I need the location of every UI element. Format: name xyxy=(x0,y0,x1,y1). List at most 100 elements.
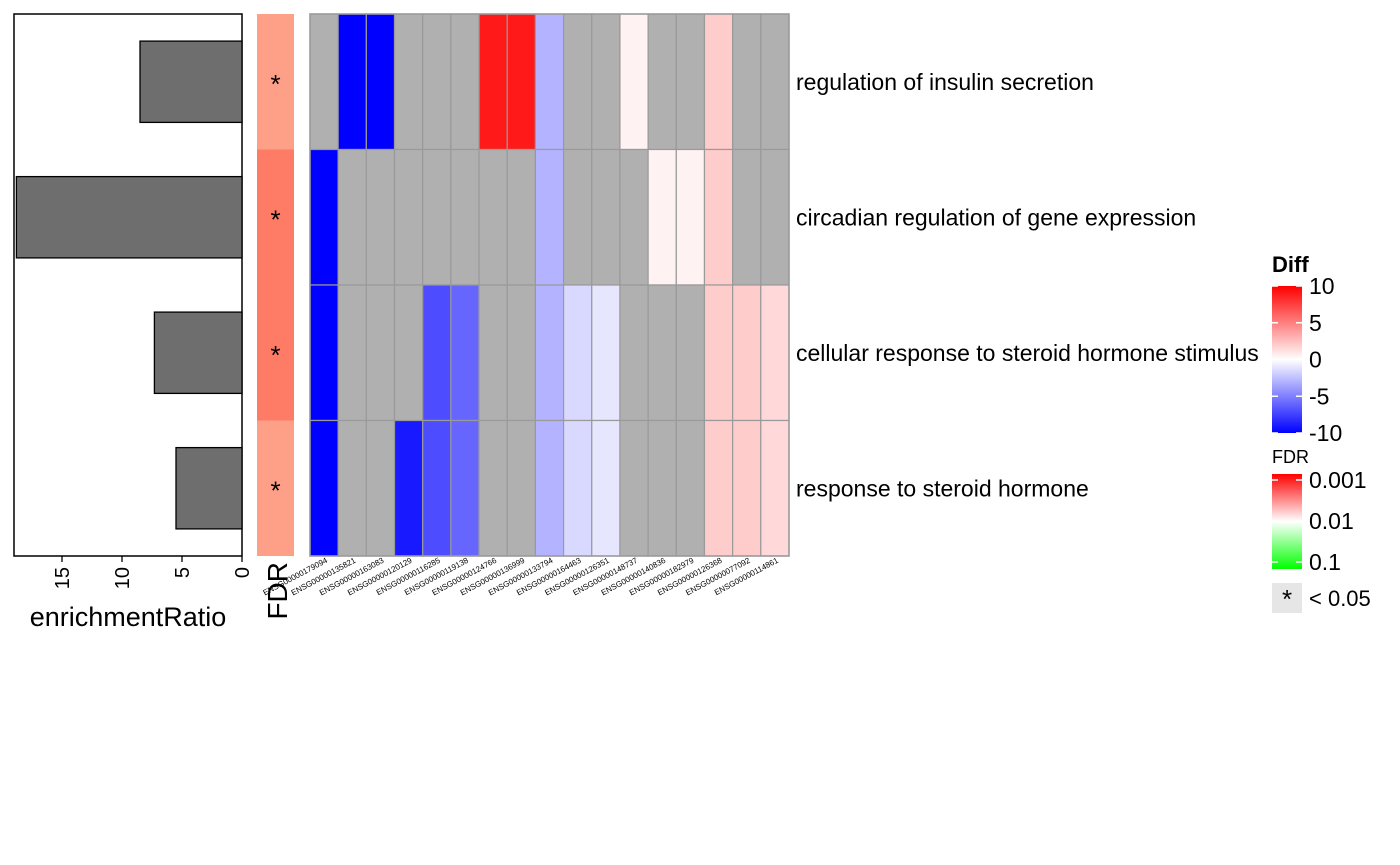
heatmap-cell xyxy=(534,148,565,286)
heatmap-cell xyxy=(365,284,396,422)
heatmap-cell xyxy=(619,13,649,151)
heatmap-cell xyxy=(422,148,452,286)
fdr-cell xyxy=(257,149,294,285)
heatmap-cell xyxy=(478,419,508,557)
heatmap-cell xyxy=(760,13,790,151)
heatmap-cells xyxy=(309,13,790,557)
fdr-legend-ticks: 0.001 0.01 0.1 xyxy=(1272,467,1367,575)
enrichment-x-tick-label: 5 xyxy=(172,567,194,578)
heatmap-cell xyxy=(534,284,565,422)
fdr-tick-label: 0.01 xyxy=(1309,508,1354,534)
fdr-legend-title: FDR xyxy=(1272,447,1309,467)
fdr-cells: * * * * xyxy=(257,14,294,556)
heatmap-cell xyxy=(619,284,649,422)
heatmap-cell xyxy=(450,284,480,422)
heatmap-cell xyxy=(675,284,706,422)
heatmap-cell xyxy=(309,13,339,151)
heatmap-cell xyxy=(506,148,537,286)
enrichment-bars xyxy=(15,40,243,530)
enrichment-axis-label: enrichmentRatio xyxy=(30,602,227,632)
gene-column-labels: ENSG00000179094ENSG00000135821ENSG000001… xyxy=(262,556,781,598)
heatmap-cell xyxy=(732,148,762,286)
heatmap-cell xyxy=(619,419,649,557)
heatmap-cell xyxy=(450,419,480,557)
diff-tick-label: 5 xyxy=(1309,310,1322,336)
enrichment-bar xyxy=(139,40,243,124)
heatmap-cell xyxy=(675,13,706,151)
heatmap-cell xyxy=(450,148,480,286)
heatmap-cell xyxy=(703,284,734,422)
heatmap-cell xyxy=(393,148,424,286)
heatmap-cell xyxy=(309,284,339,422)
heatmap-cell xyxy=(422,13,452,151)
heatmap-cell xyxy=(337,419,367,557)
heatmap-cell xyxy=(647,419,677,557)
fdr-tick-label: 0.001 xyxy=(1309,467,1367,493)
significance-legend: * < 0.05 xyxy=(1272,583,1371,614)
heatmap-cell xyxy=(591,284,621,422)
heatmap-cell xyxy=(506,13,537,151)
heatmap-cell xyxy=(393,13,424,151)
enrichment-x-tick-label: 10 xyxy=(112,567,134,589)
heatmap-cell xyxy=(422,419,452,557)
heatmap-cell xyxy=(562,148,593,286)
heatmap-cell xyxy=(732,419,762,557)
heatmap-frame xyxy=(309,13,790,557)
heatmap-cell xyxy=(760,148,790,286)
fdr-cell xyxy=(257,285,294,421)
enrichment-x-ticks: 0 5 10 15 xyxy=(52,556,254,589)
fdr-strip-label: FDR xyxy=(262,562,293,620)
significance-key-symbol: * xyxy=(1282,584,1292,614)
heatmap-cell xyxy=(703,148,734,286)
heatmap-cell xyxy=(675,419,706,557)
heatmap-cell xyxy=(647,284,677,422)
diff-legend: Diff 10 5 0 -5 -10 xyxy=(1272,252,1342,446)
enrichment-bar-panel: 0 5 10 15 enrichmentRatio xyxy=(13,13,254,632)
heatmap-cell xyxy=(478,284,508,422)
heatmap-cell xyxy=(534,13,565,151)
heatmap-cell xyxy=(675,148,706,286)
heatmap-cell xyxy=(506,419,537,557)
term-label: regulation of insulin secretion xyxy=(796,69,1094,95)
enrichment-x-tick-label: 15 xyxy=(52,567,74,589)
heatmap-cell xyxy=(760,284,790,422)
heatmap-cell xyxy=(732,284,762,422)
enrichment-bar xyxy=(15,175,243,259)
fdr-cell xyxy=(257,420,294,556)
heatmap-cell xyxy=(619,148,649,286)
term-label: response to steroid hormone xyxy=(796,475,1089,501)
heatmap-cell xyxy=(337,148,367,286)
significance-key-label: < 0.05 xyxy=(1309,586,1371,611)
heatmap-cell xyxy=(562,13,593,151)
heatmap-cell xyxy=(478,148,508,286)
heatmap-cell xyxy=(337,284,367,422)
heatmap-cell xyxy=(309,148,339,286)
term-row-labels: regulation of insulin secretion circadian… xyxy=(796,69,1259,502)
diff-tick-label: 10 xyxy=(1309,273,1335,299)
fdr-significance-mark: * xyxy=(270,69,280,99)
diff-tick-label: -5 xyxy=(1309,383,1329,409)
fdr-cell xyxy=(257,14,294,150)
heatmap-cell xyxy=(422,284,452,422)
heatmap-cell xyxy=(562,419,593,557)
fdr-strip-panel: * * * * FDR xyxy=(257,14,294,620)
heatmap-cell xyxy=(337,13,367,151)
heatmap-cell xyxy=(450,13,480,151)
diff-tick-label: 0 xyxy=(1309,347,1322,373)
significance-key-box xyxy=(1272,583,1302,613)
heatmap-cell xyxy=(393,419,424,557)
fdr-significance-mark: * xyxy=(270,340,280,370)
diff-legend-ticks: 10 5 0 -5 -10 xyxy=(1272,273,1342,446)
heatmap-cell xyxy=(365,419,396,557)
heatmap-cell xyxy=(647,148,677,286)
fdr-significance-mark: * xyxy=(270,204,280,234)
heatmap-cell xyxy=(703,13,734,151)
term-label: cellular response to steroid hormone sti… xyxy=(796,340,1259,366)
heatmap-cell xyxy=(309,419,339,557)
enrichment-bar xyxy=(153,311,243,395)
heatmap-cell xyxy=(478,13,508,151)
enrichment-x-tick-label: 0 xyxy=(232,567,254,578)
heatmap-cell xyxy=(365,148,396,286)
heatmap-cell xyxy=(647,13,677,151)
heatmap-cell xyxy=(365,13,396,151)
